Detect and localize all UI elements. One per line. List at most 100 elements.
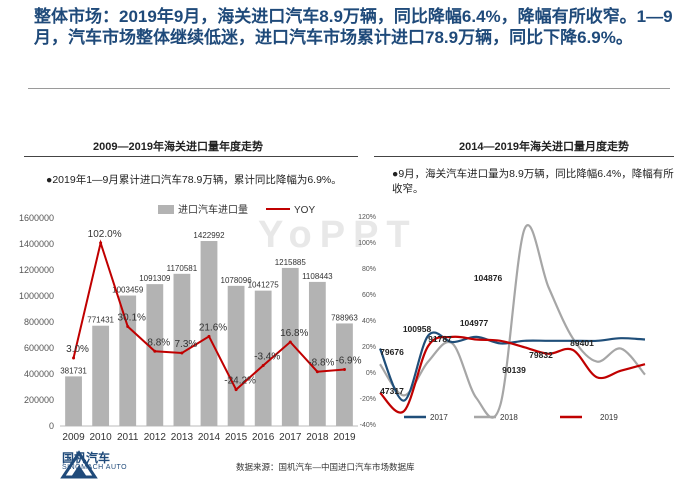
right-y-tick-label: 100% [358, 240, 376, 247]
right-y-tick-label: -20% [360, 396, 376, 403]
logo-name: 国机汽车 [62, 451, 111, 465]
monthly-data-label: 104876 [474, 273, 503, 283]
bar-value-label: 1041275 [248, 281, 280, 290]
watermark: YoPPT [258, 214, 418, 256]
bar-value-label: 1003459 [112, 286, 144, 295]
data-source: 数据来源：国机汽车—中国进口汽车市场数据库 [236, 462, 415, 472]
bar-import-volume [281, 267, 299, 426]
monthly-data-label: 91787 [428, 334, 452, 344]
left-chart-title: 2009—2019年海关进口量年度走势 [93, 141, 263, 153]
right-y-tick-label: 120% [358, 214, 376, 221]
yoy-point [207, 334, 211, 338]
left-y-tick-label: 600000 [24, 343, 54, 353]
left-x-tick-label: 2009 [62, 432, 85, 443]
yoy-point [342, 368, 346, 372]
yoy-value-label: -3.4% [254, 351, 280, 362]
monthly-data-label: 90139 [502, 365, 526, 375]
left-x-tick-label: 2014 [198, 432, 221, 443]
left-x-tick-label: 2012 [144, 432, 167, 443]
monthly-data-label: 79676 [380, 347, 404, 357]
legend-label-yoy: YOY [294, 205, 315, 216]
yoy-value-label: 21.6% [199, 322, 227, 333]
bar-value-label: 771431 [87, 316, 114, 325]
monthly-data-label: 104977 [460, 318, 489, 328]
legend-swatch-bar [158, 205, 174, 214]
left-y-tick-label: 200000 [24, 395, 54, 405]
bar-value-label: 1422992 [193, 231, 225, 240]
legend-label-2018: 2018 [500, 413, 518, 422]
bar-value-label: 788963 [331, 313, 358, 322]
yoy-value-label: -8.8% [308, 358, 334, 369]
right-y-tick-label: 0% [366, 370, 376, 377]
bar-import-volume [254, 290, 272, 426]
monthly-data-label: 79832 [529, 350, 553, 360]
yoy-value-label: -24.2% [224, 376, 256, 387]
yoy-value-label: 102.0% [88, 229, 122, 240]
yoy-point [234, 388, 238, 392]
monthly-data-label: 100958 [403, 324, 432, 334]
left-chart-note: ●2019年1—9月累计进口汽车78.9万辆，累计同比降幅为6.9%。 [46, 174, 342, 186]
bar-import-volume [146, 284, 164, 426]
monthly-data-label: 47317 [380, 386, 404, 396]
yoy-value-label: 16.8% [280, 328, 308, 339]
right-y-tick-label: 80% [362, 266, 376, 273]
legend-label-bar: 进口汽车进口量 [178, 203, 248, 216]
left-y-tick-label: 1600000 [19, 213, 54, 223]
yoy-value-label: 8.8% [147, 337, 170, 348]
bar-import-volume [65, 376, 82, 426]
bar-value-label: 1078096 [221, 276, 253, 285]
left-x-tick-label: 2013 [171, 432, 194, 443]
yoy-point [72, 356, 76, 360]
yoy-value-label: -6.9% [335, 356, 361, 367]
bar-value-label: 1091309 [139, 274, 171, 283]
yoy-value-label: 7.3% [175, 339, 198, 350]
yoy-point [315, 370, 319, 374]
yoy-point [180, 351, 184, 355]
sinomach-logo-icon [60, 450, 98, 479]
left-y-tick-label: 400000 [24, 369, 54, 379]
monthly-line-2019 [379, 335, 646, 414]
monthly-line-2018 [379, 224, 646, 419]
right-chart-note: ●9月，海关汽车进口量为8.9万辆，同比降幅6.4%，降幅有所收窄。 [392, 168, 674, 195]
legend-label-2019: 2019 [600, 413, 618, 422]
right-y-tick-label: -40% [360, 422, 376, 429]
monthly-data-label: 89401 [570, 338, 594, 348]
bar-value-label: 1170581 [167, 264, 198, 273]
title-rule [28, 88, 670, 89]
left-x-tick-label: 2016 [252, 432, 275, 443]
left-y-tick-label: 0 [49, 421, 54, 431]
left-chart-title-rule [24, 156, 358, 157]
left-x-tick-label: 2017 [279, 432, 302, 443]
right-y-tick-label: 60% [362, 292, 376, 299]
yoy-value-label: 3.0% [66, 344, 89, 355]
bar-import-volume [336, 323, 353, 426]
left-x-tick-label: 2015 [225, 432, 248, 443]
bar-value-label: 1215885 [275, 258, 307, 267]
left-y-tick-label: 1400000 [19, 239, 54, 249]
right-y-tick-label: 40% [362, 318, 376, 325]
left-x-tick-label: 2019 [333, 432, 356, 443]
bar-import-volume [173, 273, 191, 426]
bar-import-volume [227, 285, 245, 426]
left-y-tick-label: 1200000 [19, 265, 54, 275]
left-x-tick-label: 2010 [90, 432, 113, 443]
left-x-tick-label: 2011 [117, 432, 139, 443]
right-chart-title: 2014—2019年海关进口量月度走势 [459, 141, 629, 153]
yoy-point [288, 340, 292, 344]
yoy-point [261, 363, 265, 367]
bar-import-volume [200, 241, 218, 426]
legend-label-2017: 2017 [430, 413, 448, 422]
headline: 整体市场：2019年9月，海关进口汽车8.9万辆，同比降幅6.4%，降幅有所收窄… [34, 7, 673, 47]
bar-value-label: 1108443 [302, 272, 333, 281]
bar-value-label: 381731 [60, 366, 87, 375]
yoy-point [99, 241, 103, 245]
logo-subtitle: SINOMACH AUTO [62, 464, 128, 471]
left-x-tick-label: 2018 [306, 432, 329, 443]
right-y-tick-label: 20% [362, 344, 376, 351]
yoy-value-label: 30.1% [118, 313, 146, 324]
bar-import-volume [308, 281, 326, 426]
left-y-tick-label: 1000000 [19, 291, 54, 301]
yoy-point [153, 349, 157, 353]
bar-import-volume [119, 295, 137, 426]
